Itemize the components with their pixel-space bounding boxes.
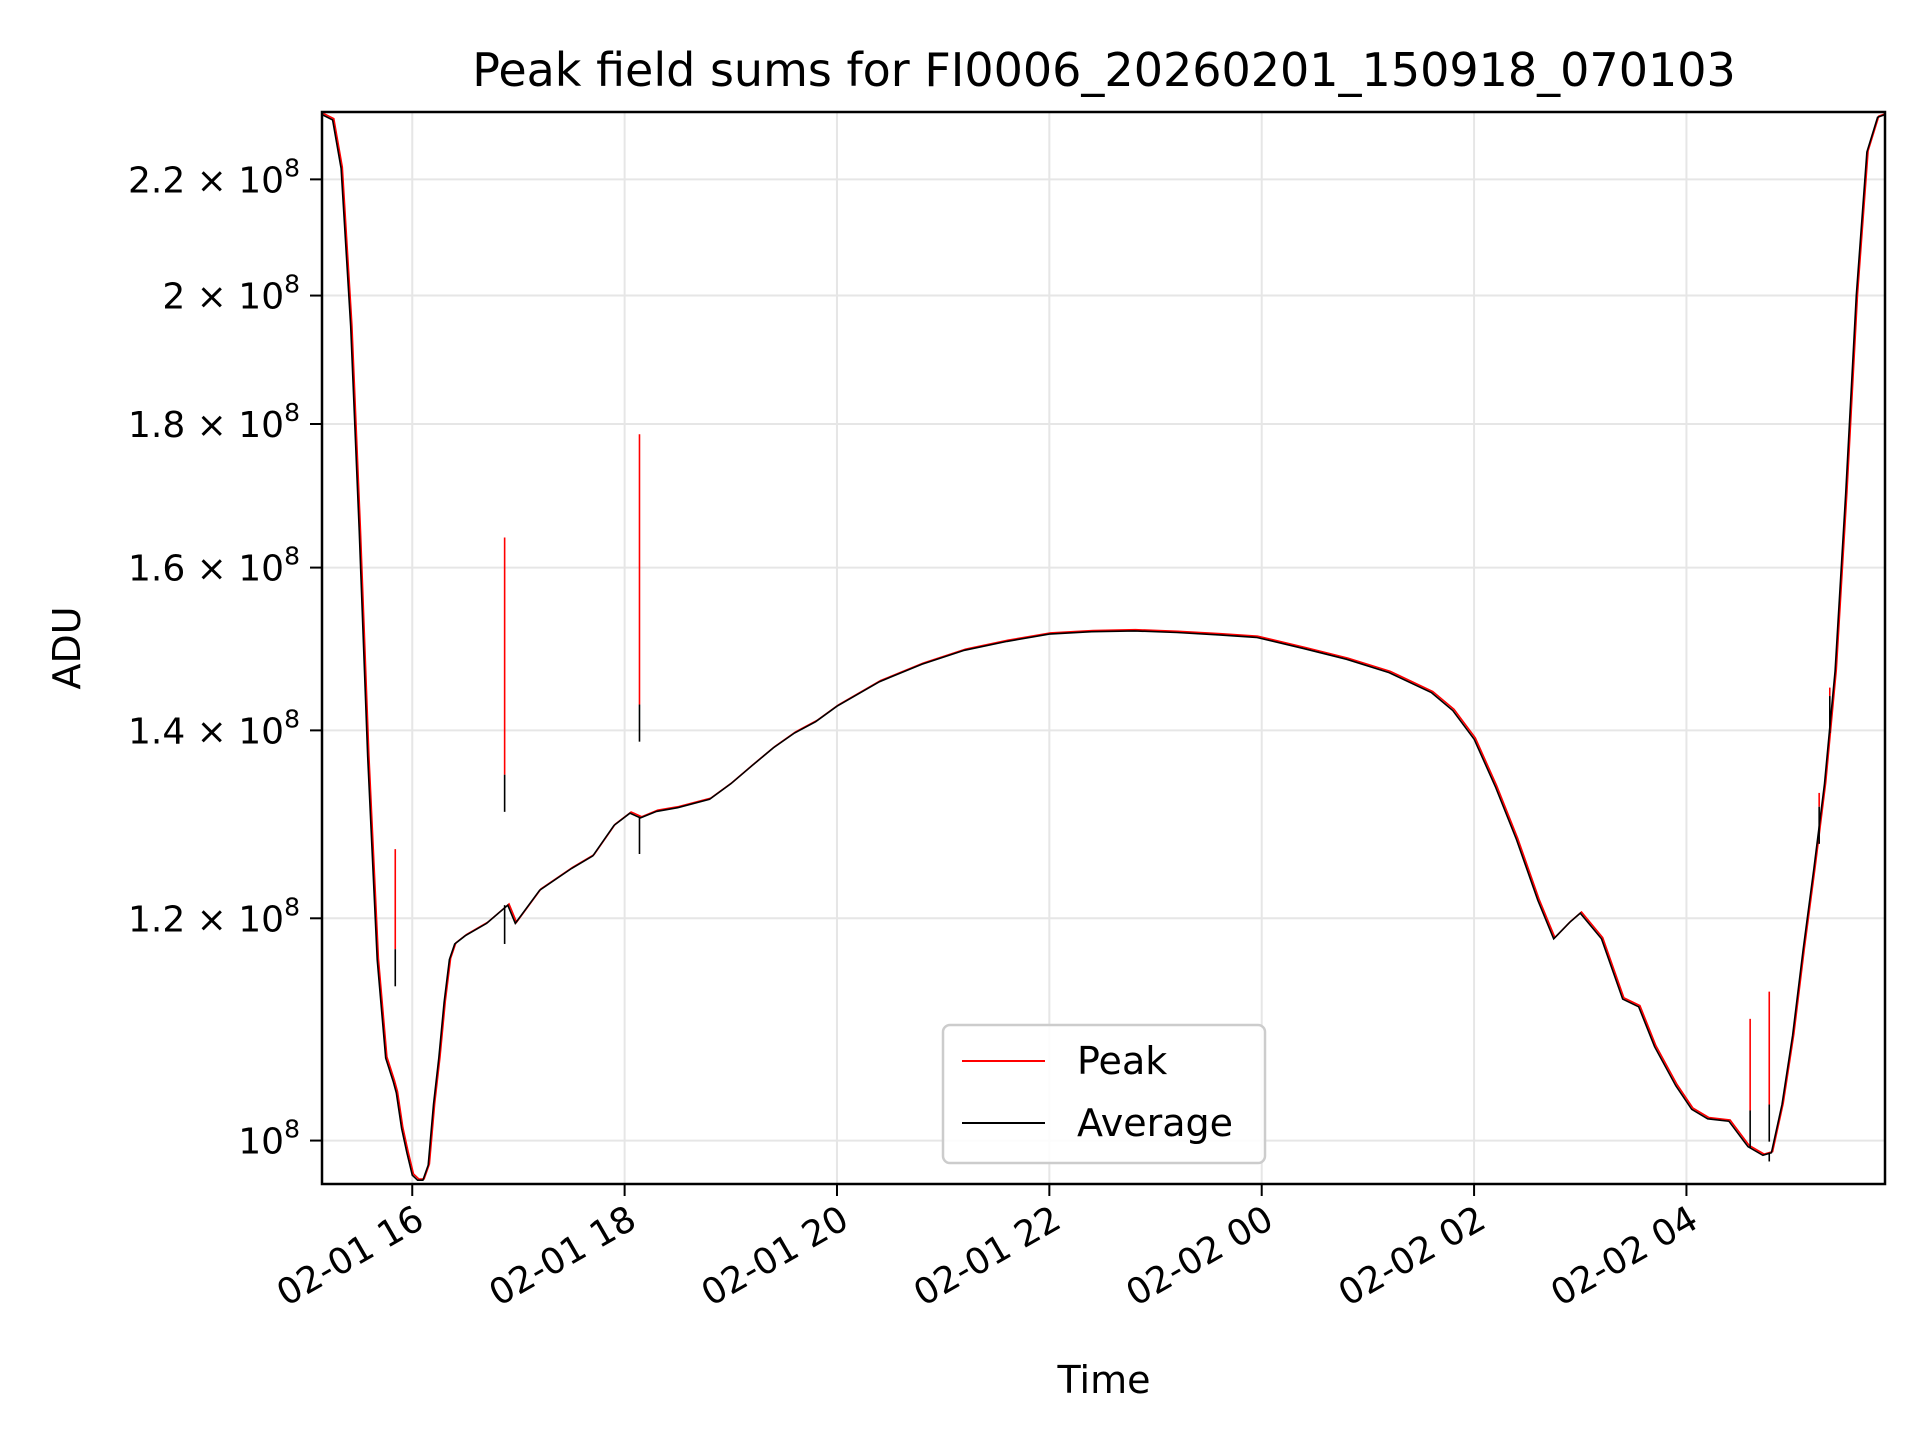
y-axis-label: ADU bbox=[45, 606, 89, 689]
y-tick-label: 1.4 × 108 bbox=[128, 704, 300, 752]
series-line-average bbox=[322, 113, 1885, 1181]
x-axis-label: Time bbox=[1057, 1358, 1151, 1402]
y-tick-label: 2 × 108 bbox=[162, 270, 300, 318]
plot-frame bbox=[320, 110, 1887, 1186]
y-tick-label: 1.8 × 108 bbox=[128, 398, 300, 446]
y-tick-label: 1.6 × 108 bbox=[128, 542, 300, 590]
chart-title: Peak field sums for FI0006_20260201_1509… bbox=[472, 43, 1736, 97]
y-tick-label: 108 bbox=[238, 1115, 300, 1163]
legend: Peak Average bbox=[941, 1023, 1267, 1165]
grid bbox=[322, 112, 1885, 1184]
legend-label-average: Average bbox=[1077, 1101, 1233, 1145]
y-tick-label: 2.2 × 108 bbox=[128, 153, 300, 201]
legend-frame bbox=[941, 1023, 1267, 1165]
legend-label-peak: Peak bbox=[1077, 1039, 1167, 1083]
series-layer bbox=[322, 112, 1885, 1181]
y-axis-ticks: 108 1.2 × 108 1.4 × 108 1.6 × 108 1.8 × 108 2… bbox=[128, 153, 322, 1163]
y-tick-label: 1.2 × 108 bbox=[128, 892, 300, 940]
